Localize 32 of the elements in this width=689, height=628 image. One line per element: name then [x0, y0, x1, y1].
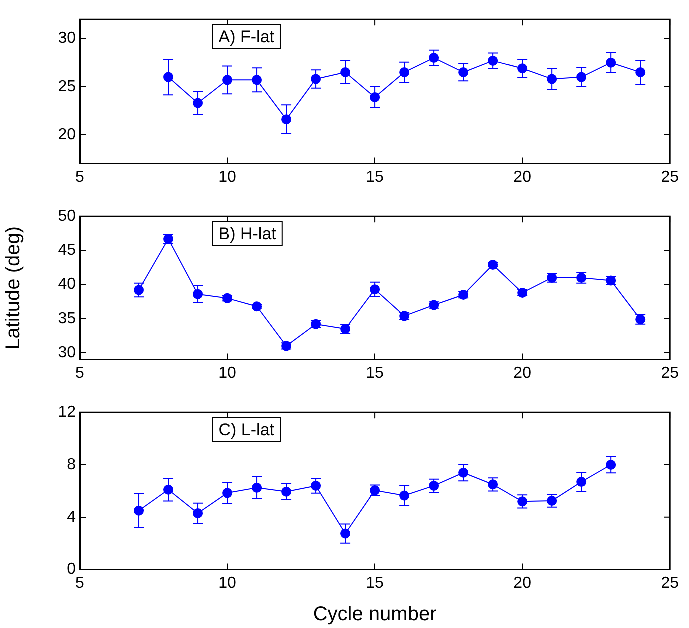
x-tick-label: 25 [661, 574, 680, 592]
y-tick-label: 8 [67, 456, 76, 474]
x-tick-label: 20 [514, 168, 532, 186]
y-tick-label: 30 [58, 30, 76, 48]
x-tick-label: 25 [661, 364, 680, 382]
x-tick-label: 15 [366, 574, 384, 592]
x-tick-label: 25 [661, 168, 680, 186]
x-tick-label: 5 [76, 168, 85, 186]
annotation: B) H-lat [218, 224, 277, 244]
y-axis-title: Latitude (deg) [2, 226, 25, 350]
x-axis-title: Cycle number [313, 604, 438, 626]
x-tick-label: 15 [366, 364, 384, 382]
x-tick-label: 15 [366, 168, 384, 186]
y-tick-label: 40 [58, 276, 76, 294]
y-tick-label: 45 [58, 242, 76, 260]
y-tick-label: 4 [67, 508, 76, 526]
x-tick-label: 5 [76, 574, 85, 592]
y-tick-label: 30 [58, 344, 76, 362]
annotation: A) F-lat [218, 27, 275, 46]
x-tick-label: 20 [514, 364, 532, 382]
y-tick-label: 20 [58, 126, 76, 144]
x-tick-label: 10 [218, 168, 237, 186]
y-tick-label: 12 [58, 404, 76, 422]
y-tick-label: 50 [58, 208, 76, 226]
y-tick-label: 35 [58, 310, 76, 328]
x-tick-label: 10 [218, 574, 237, 592]
annotation: C) L-lat [218, 420, 275, 440]
y-tick-label: 25 [58, 78, 76, 96]
x-tick-label: 20 [514, 574, 532, 592]
x-tick-label: 5 [76, 364, 85, 382]
y-tick-label: 0 [67, 561, 76, 578]
x-tick-label: 10 [218, 364, 237, 382]
